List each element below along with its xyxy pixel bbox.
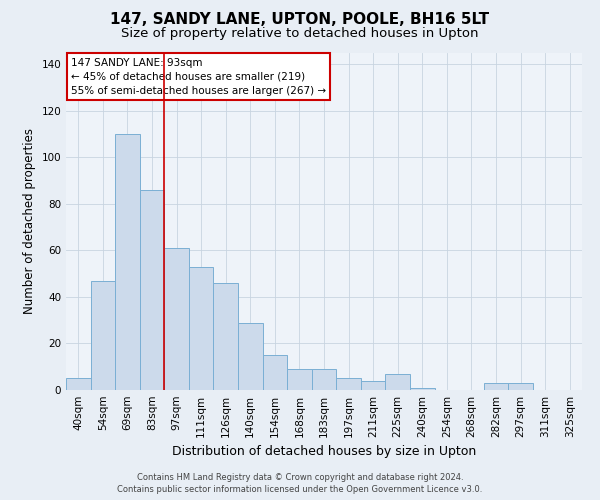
Bar: [336, 378, 361, 390]
Bar: [385, 374, 410, 390]
X-axis label: Distribution of detached houses by size in Upton: Distribution of detached houses by size …: [172, 446, 476, 458]
Bar: [361, 380, 385, 390]
Bar: [91, 280, 115, 390]
Bar: [164, 248, 189, 390]
Text: 147, SANDY LANE, UPTON, POOLE, BH16 5LT: 147, SANDY LANE, UPTON, POOLE, BH16 5LT: [110, 12, 490, 28]
Text: 147 SANDY LANE: 93sqm
← 45% of detached houses are smaller (219)
55% of semi-det: 147 SANDY LANE: 93sqm ← 45% of detached …: [71, 58, 326, 96]
Bar: [287, 369, 312, 390]
Text: Size of property relative to detached houses in Upton: Size of property relative to detached ho…: [121, 28, 479, 40]
Bar: [263, 355, 287, 390]
Text: Contains HM Land Registry data © Crown copyright and database right 2024.
Contai: Contains HM Land Registry data © Crown c…: [118, 472, 482, 494]
Bar: [484, 383, 508, 390]
Y-axis label: Number of detached properties: Number of detached properties: [23, 128, 36, 314]
Bar: [115, 134, 140, 390]
Bar: [312, 369, 336, 390]
Bar: [238, 322, 263, 390]
Bar: [140, 190, 164, 390]
Bar: [410, 388, 434, 390]
Bar: [189, 266, 214, 390]
Bar: [66, 378, 91, 390]
Bar: [214, 283, 238, 390]
Bar: [508, 383, 533, 390]
